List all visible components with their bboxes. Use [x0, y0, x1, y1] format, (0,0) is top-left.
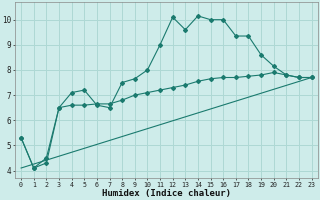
X-axis label: Humidex (Indice chaleur): Humidex (Indice chaleur) [102, 189, 231, 198]
